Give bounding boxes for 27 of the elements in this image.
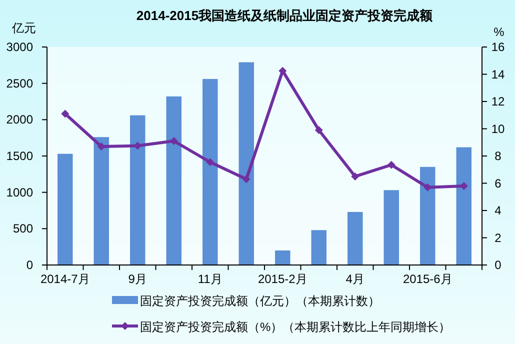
x-tick-label: 2015-6月 [402,272,452,286]
y-tick-label: 2500 [6,76,34,90]
y-tick-label: 1500 [6,149,34,163]
legend-label: 固定资产投资完成额（%）（本期累计数比上年同期增长） [140,320,451,334]
x-tick-label: 9月 [128,272,147,286]
x-tick-label: 2014-7月 [40,272,90,286]
x-tick-label: 11月 [198,272,222,286]
y-tick-label: 500 [12,222,34,236]
y-tick-label: 3000 [6,40,34,54]
y2-tick-label: 10 [491,122,505,136]
y2-axis-title: % [494,25,505,39]
chart-title: 2014-2015我国造纸及纸制品业固定资产投资完成额 [136,8,434,23]
y2-tick-label: 8 [494,149,502,163]
y-tick-label: 1000 [6,185,34,200]
y2-tick-label: 14 [491,67,505,82]
y2-tick-label: 16 [491,40,505,54]
x-tick-label: 4月 [346,272,364,286]
y2-tick-label: 2 [494,230,502,245]
y-tick-label: 2000 [6,112,34,127]
y2-tick-label: 6 [494,176,502,190]
legend-label: 固定资产投资完成额（亿元）（本期累计数） [140,294,380,308]
y2-tick-label: 12 [491,94,505,108]
y-axis-title: 亿元 [11,21,36,35]
x-tick-label: 2015-2月 [258,272,308,286]
y2-tick-label: 4 [494,204,502,218]
y2-tick-label: 0 [494,258,502,272]
y-tick-label: 0 [26,258,34,272]
